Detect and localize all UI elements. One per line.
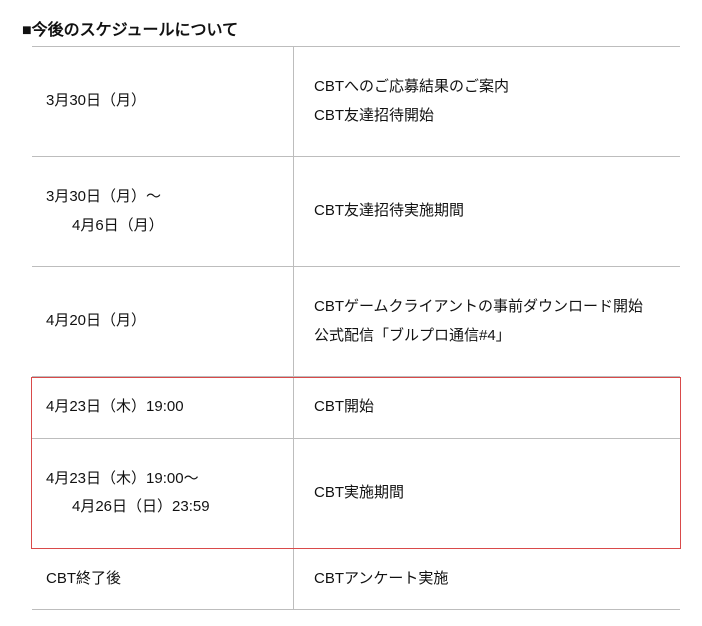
desc-line: CBTへのご応募結果のご案内 <box>314 73 670 102</box>
date-line: CBT終了後 <box>46 565 283 594</box>
desc-line: CBT実施期間 <box>314 479 670 508</box>
date-cell: 4月23日（木）19:00 <box>32 377 294 438</box>
date-cell: 4月23日（木）19:00～4月26日（日）23:59 <box>32 439 294 548</box>
desc-cell: CBTアンケート実施 <box>294 549 680 610</box>
table-row: 3月30日（月） CBTへのご応募結果のご案内CBT友達招待開始 <box>32 47 680 157</box>
desc-cell: CBT友達招待実施期間 <box>294 157 680 266</box>
date-line: 4月23日（木）19:00～ <box>46 465 283 494</box>
desc-line: CBT友達招待開始 <box>314 102 670 131</box>
table-row: 4月23日（木）19:00 CBT開始 <box>32 377 680 439</box>
desc-cell: CBT実施期間 <box>294 439 680 548</box>
date-line: 4月20日（月） <box>46 307 283 336</box>
desc-line: CBT友達招待実施期間 <box>314 197 670 226</box>
desc-line: CBTアンケート実施 <box>314 565 670 594</box>
table-row: 3月30日（月）～4月6日（月） CBT友達招待実施期間 <box>32 157 680 267</box>
date-cell: 4月20日（月） <box>32 267 294 376</box>
date-line: 3月30日（月）～ <box>46 183 283 212</box>
table-row: 4月20日（月） CBTゲームクライアントの事前ダウンロード開始公式配信「ブルプロ… <box>32 267 680 377</box>
table-row: 4月23日（木）19:00～4月26日（日）23:59 CBT実施期間 <box>32 439 680 549</box>
date-line: 3月30日（月） <box>46 87 283 116</box>
date-line: 4月23日（木）19:00 <box>46 393 283 422</box>
table-row: CBT終了後 CBTアンケート実施 <box>32 549 680 611</box>
date-cell: 3月30日（月） <box>32 47 294 156</box>
desc-cell: CBT開始 <box>294 377 680 438</box>
desc-line: CBT開始 <box>314 393 670 422</box>
desc-line: CBTゲームクライアントの事前ダウンロード開始 <box>314 293 670 322</box>
desc-cell: CBTへのご応募結果のご案内CBT友達招待開始 <box>294 47 680 156</box>
desc-line: 公式配信「ブルプロ通信#4」 <box>314 322 670 351</box>
schedule-table: 3月30日（月）CBTへのご応募結果のご案内CBT友達招待開始3月30日（月）～… <box>32 46 680 610</box>
desc-cell: CBTゲームクライアントの事前ダウンロード開始公式配信「ブルプロ通信#4」 <box>294 267 680 376</box>
date-line: 4月26日（日）23:59 <box>46 493 283 522</box>
date-cell: 3月30日（月）～4月6日（月） <box>32 157 294 266</box>
date-cell: CBT終了後 <box>32 549 294 610</box>
section-title: ■今後のスケジュールについて <box>22 16 686 40</box>
date-line: 4月6日（月） <box>46 212 283 241</box>
